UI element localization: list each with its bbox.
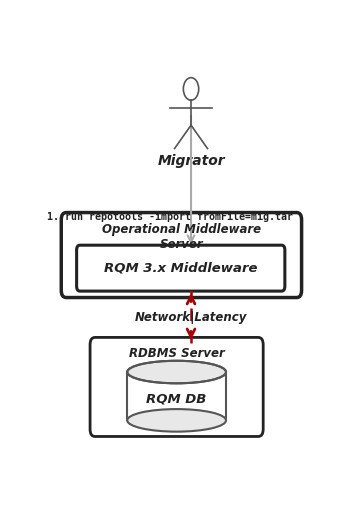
FancyBboxPatch shape — [76, 245, 285, 291]
Text: Migrator: Migrator — [157, 154, 225, 168]
Text: Network|Latency: Network|Latency — [135, 311, 247, 324]
Bar — [127, 372, 226, 420]
Text: RQM DB: RQM DB — [147, 392, 207, 405]
Ellipse shape — [127, 361, 226, 383]
Text: 1. run repotools -import fromFile=mig.tar: 1. run repotools -import fromFile=mig.ta… — [47, 212, 293, 222]
Text: RQM 3.x Middleware: RQM 3.x Middleware — [104, 262, 257, 275]
Ellipse shape — [127, 361, 226, 383]
FancyBboxPatch shape — [90, 337, 263, 437]
Text: Operational Middleware
Server: Operational Middleware Server — [102, 223, 261, 251]
FancyBboxPatch shape — [61, 212, 302, 298]
Text: RDBMS Server: RDBMS Server — [129, 347, 224, 360]
Ellipse shape — [127, 409, 226, 431]
